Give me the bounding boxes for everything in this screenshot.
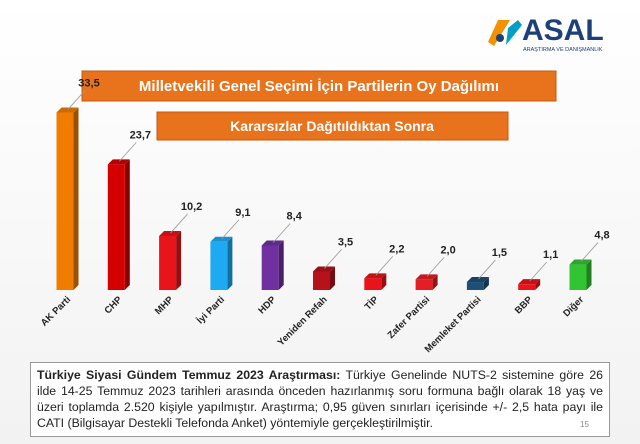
bar-side	[176, 230, 182, 290]
x-tick-label: HDP	[256, 294, 278, 316]
page-number: 15	[580, 420, 589, 429]
bar-top	[518, 279, 541, 285]
x-tick-label: CHP	[102, 294, 124, 316]
bar-top	[56, 107, 79, 113]
bar-top	[261, 240, 284, 246]
bar-side	[586, 259, 592, 290]
logo-icon	[488, 20, 522, 46]
bar-side	[535, 279, 541, 290]
chart-title: Milletvekili Genel Seçimi İçin Partileri…	[139, 78, 499, 95]
x-tick-label: MHP	[153, 294, 176, 317]
bar-top	[364, 273, 387, 279]
bar-side	[330, 266, 335, 290]
bar-top	[107, 159, 130, 165]
value-label: 3,5	[338, 236, 353, 248]
chart-subtitle: Kararsızlar Dağıtıldıktan Sonra	[230, 118, 434, 134]
leader-line	[119, 142, 137, 162]
bar	[569, 264, 587, 290]
bar-side	[278, 240, 284, 290]
x-tick-label: Memleket Partisi	[423, 294, 484, 355]
bar-top	[569, 259, 592, 265]
leader-line	[529, 261, 547, 282]
bar	[107, 164, 125, 290]
value-label: 9,1	[235, 207, 250, 219]
x-tick-label: TİP	[363, 294, 382, 313]
leader-line	[375, 256, 394, 276]
logo-tagline: ARAŞTIRMA VE DANIŞMANLIK	[523, 47, 603, 53]
bar-side	[432, 274, 438, 290]
value-label: 4,8	[594, 230, 609, 242]
bar	[210, 241, 228, 290]
leader-line	[221, 219, 240, 240]
leader-line	[67, 90, 86, 110]
bar-top	[159, 230, 182, 236]
bar-side	[483, 277, 489, 290]
bar-top	[313, 266, 335, 272]
title-box	[81, 70, 557, 102]
bar	[313, 271, 330, 290]
leader-line	[426, 257, 445, 277]
bar-top	[415, 274, 438, 280]
x-tick-label: İyi Parti	[195, 294, 227, 326]
leader-line	[580, 242, 599, 262]
x-tick-label: Yeniden Refah	[276, 294, 330, 348]
value-label: 1,1	[543, 249, 558, 261]
x-tick-label: Zafer Partisi	[386, 294, 433, 341]
bar	[415, 279, 433, 290]
bar	[466, 282, 484, 290]
leader-line	[478, 259, 496, 280]
bar	[518, 284, 536, 290]
value-label: 2,0	[440, 244, 455, 256]
value-label: 23,7	[130, 129, 151, 141]
bar-side	[227, 236, 233, 290]
value-label: 2,2	[389, 243, 404, 255]
logo-name: ASAL	[522, 14, 604, 47]
subtitle-box	[156, 111, 509, 141]
value-label: 10,2	[181, 201, 202, 213]
bar	[364, 278, 382, 290]
x-tick-label: BBP	[513, 294, 535, 316]
bar	[159, 235, 177, 290]
bar-side	[381, 273, 387, 290]
bar-side	[124, 159, 130, 290]
footnote: Türkiye Siyasi Gündem Temmuz 2023 Araştı…	[30, 362, 610, 437]
value-label: 33,5	[78, 77, 99, 89]
leader-line	[272, 223, 291, 243]
bar	[261, 245, 279, 290]
leader-line	[324, 249, 342, 269]
footnote-text: Türkiye Genelinde NUTS-2 sistemine göre …	[37, 368, 603, 430]
bar-top	[466, 277, 489, 283]
footnote-heading: Türkiye Siyasi Gündem Temmuz 2023 Araştı…	[37, 368, 341, 382]
value-label: 8,4	[287, 210, 303, 222]
bar-top	[210, 236, 233, 242]
x-tick-label: Diğer	[561, 294, 586, 319]
bar	[56, 112, 74, 290]
leader-line	[170, 213, 188, 234]
x-tick-label: AK Parti	[39, 294, 73, 328]
bar-side	[73, 107, 79, 290]
value-label: 1,5	[492, 247, 507, 259]
